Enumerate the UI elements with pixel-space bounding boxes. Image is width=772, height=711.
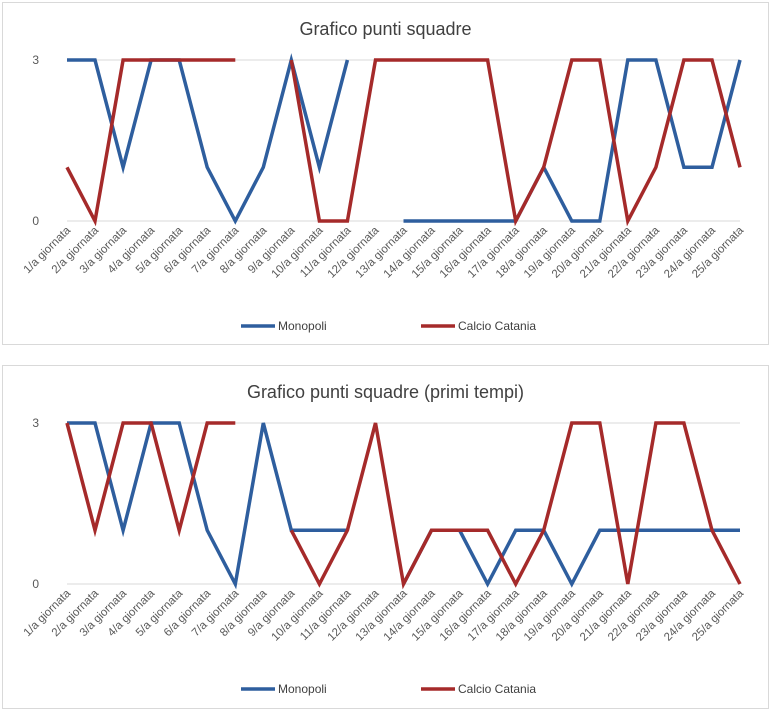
chart-panel-1: Grafico punti squadre 0 3 1/a giornata 2/a g… [2, 2, 769, 345]
chart-title: Grafico punti squadre (primi tempi) [247, 382, 524, 402]
series-line [289, 58, 742, 227]
legend-item: Monopoli [241, 682, 327, 696]
chart-panel-2: Grafico punti squadre (primi tempi) 0 3 1/a… [2, 365, 769, 709]
series-line [67, 53, 350, 225]
legend-label: Monopoli [278, 319, 327, 333]
chart-title: Grafico punti squadre [299, 19, 471, 39]
y-tick-label: 3 [32, 53, 39, 67]
series-line [65, 58, 236, 227]
legend-label: Calcio Catania [458, 319, 536, 333]
legend-item: Calcio Catania [421, 319, 536, 333]
series-line [401, 528, 740, 588]
y-tick-label: 3 [32, 416, 39, 430]
y-tick-label: 0 [32, 577, 39, 591]
line-chart-2: Grafico punti squadre (primi tempi)031/a… [22, 382, 747, 696]
series-line [65, 421, 236, 538]
series-calcio-catania [65, 421, 742, 590]
series-monopoli [67, 53, 742, 225]
series-line [403, 58, 742, 223]
legend-label: Monopoli [278, 682, 327, 696]
series-line [289, 421, 742, 590]
legend-item: Monopoli [241, 319, 327, 333]
series-line [67, 421, 348, 590]
legend-label: Calcio Catania [458, 682, 536, 696]
series-monopoli [67, 421, 740, 590]
legend-item: Calcio Catania [421, 682, 536, 696]
y-tick-label: 0 [32, 214, 39, 228]
series-calcio-catania [65, 58, 742, 227]
